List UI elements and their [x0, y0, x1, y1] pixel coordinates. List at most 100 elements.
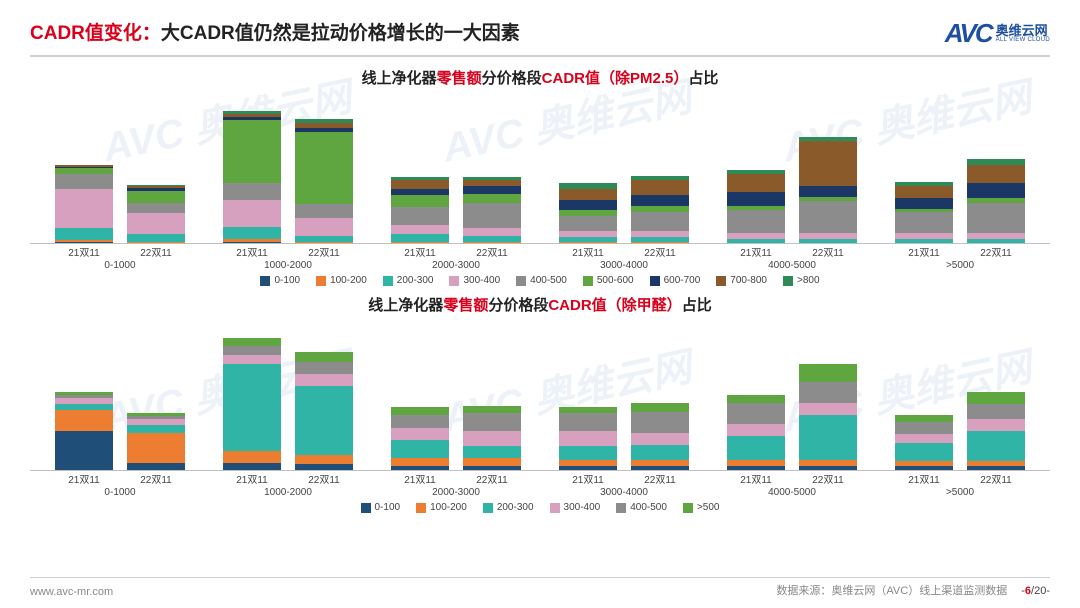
- bar-segment: [799, 141, 857, 186]
- bar-group: [540, 403, 708, 471]
- bar-segment: [391, 207, 449, 225]
- xaxis-grouplabel: 4000-5000: [708, 260, 876, 271]
- bar-segment: [895, 212, 953, 233]
- bar-segment: [127, 203, 185, 214]
- bar-segment: [631, 195, 689, 206]
- stacked-bar: [391, 407, 449, 470]
- legend-label: 0-100: [375, 502, 401, 513]
- bar-segment: [799, 186, 857, 197]
- bar-segment: [295, 132, 353, 204]
- legend-swatch: [383, 276, 393, 286]
- bar-segment: [727, 192, 785, 206]
- title-segment: 占比: [688, 70, 718, 87]
- legend-swatch: [260, 276, 270, 286]
- xaxis-sublabel: 21双11: [55, 471, 113, 486]
- bar-segment: [391, 225, 449, 234]
- bar-segment: [295, 362, 353, 374]
- bar-group: [204, 111, 372, 243]
- page-number: -6/20-: [1021, 585, 1050, 597]
- bar-segment: [295, 386, 353, 455]
- xaxis-grouplabel: >5000: [876, 260, 1044, 271]
- bar-segment: [391, 407, 449, 415]
- legend-label: 600-700: [664, 275, 701, 286]
- legend-swatch: [483, 503, 493, 513]
- legend-item: 0-100: [361, 502, 401, 513]
- bar-segment: [223, 200, 281, 227]
- legend-label: 400-500: [630, 502, 667, 513]
- bar-segment: [895, 466, 953, 471]
- header: CADR值变化： 大CADR值仍然是拉动价格增长的一大因素 AVC 奥维云网 A…: [30, 18, 1050, 57]
- stacked-bar: [559, 407, 617, 470]
- bar-segment: [559, 189, 617, 200]
- bar-segment: [967, 431, 1025, 461]
- title-red: CADR值变化：: [30, 18, 161, 45]
- xaxis-grouplabel: 3000-4000: [540, 487, 708, 498]
- title-segment: CADR值（除甲醛）: [548, 297, 681, 314]
- bar-segment: [127, 213, 185, 234]
- legend-item: 400-500: [516, 275, 567, 286]
- xaxis-sublabel: 21双11: [391, 471, 449, 486]
- bar-segment: [127, 463, 185, 471]
- xaxis-subgroup: 21双1122双11: [540, 471, 708, 486]
- legend-item: 700-800: [716, 275, 767, 286]
- xaxis-sublabel: 21双11: [559, 471, 617, 486]
- xaxis-sublabel: 21双11: [391, 244, 449, 259]
- xaxis-subgroup: 21双1122双11: [204, 244, 372, 259]
- logo-en: ALL VIEW CLOUD: [996, 37, 1050, 44]
- chart1-xaxis-group: 0-10001000-20002000-30003000-40004000-50…: [30, 260, 1050, 271]
- bar-segment: [727, 466, 785, 471]
- bar-group: [708, 137, 876, 244]
- bar-segment: [799, 382, 857, 403]
- legend-item: 0-100: [260, 275, 300, 286]
- bar-segment: [223, 355, 281, 364]
- stacked-bar: [55, 392, 113, 470]
- stacked-bar: [895, 182, 953, 244]
- bar-group: [204, 338, 372, 470]
- bar-segment: [631, 403, 689, 412]
- bar-segment: [463, 242, 521, 244]
- bar-segment: [463, 406, 521, 414]
- bar-segment: [55, 410, 113, 431]
- bar-segment: [967, 203, 1025, 233]
- legend-item: >500: [683, 502, 720, 513]
- bar-segment: [223, 364, 281, 451]
- bar-segment: [391, 180, 449, 189]
- legend-swatch: [361, 503, 371, 513]
- legend-label: 400-500: [530, 275, 567, 286]
- xaxis-grouplabel: 1000-2000: [204, 260, 372, 271]
- legend-swatch: [650, 276, 660, 286]
- bar-segment: [223, 120, 281, 183]
- bar-segment: [55, 242, 113, 244]
- xaxis-sublabel: 22双11: [967, 471, 1025, 486]
- bar-segment: [223, 463, 281, 471]
- legend-swatch: [416, 503, 426, 513]
- xaxis-sublabel: 22双11: [463, 244, 521, 259]
- stacked-bar: [559, 183, 617, 243]
- bar-group: [372, 406, 540, 471]
- xaxis-grouplabel: 3000-4000: [540, 260, 708, 271]
- bar-segment: [55, 228, 113, 240]
- bar-segment: [727, 403, 785, 424]
- bar-segment: [559, 446, 617, 460]
- legend-item: 200-300: [383, 275, 434, 286]
- bar-segment: [895, 415, 953, 423]
- xaxis-sublabel: 21双11: [223, 244, 281, 259]
- xaxis-subgroup: 21双1122双11: [36, 244, 204, 259]
- stacked-bar: [727, 395, 785, 470]
- xaxis-grouplabel: >5000: [876, 487, 1044, 498]
- legend-item: 100-200: [316, 275, 367, 286]
- bar-segment: [631, 466, 689, 471]
- bar-segment: [967, 165, 1025, 183]
- xaxis-sublabel: 21双11: [55, 244, 113, 259]
- title-segment: 线上净化器: [362, 70, 437, 87]
- title-segment: 零售额: [443, 297, 488, 314]
- legend-item: 300-400: [550, 502, 601, 513]
- bar-segment: [895, 434, 953, 443]
- bar-segment: [559, 431, 617, 446]
- legend-label: 100-200: [330, 275, 367, 286]
- xaxis-subgroup: 21双1122双11: [204, 471, 372, 486]
- bar-segment: [967, 392, 1025, 404]
- bar-segment: [895, 422, 953, 434]
- page-title: CADR值变化： 大CADR值仍然是拉动价格增长的一大因素: [30, 18, 520, 45]
- legend-label: 700-800: [730, 275, 767, 286]
